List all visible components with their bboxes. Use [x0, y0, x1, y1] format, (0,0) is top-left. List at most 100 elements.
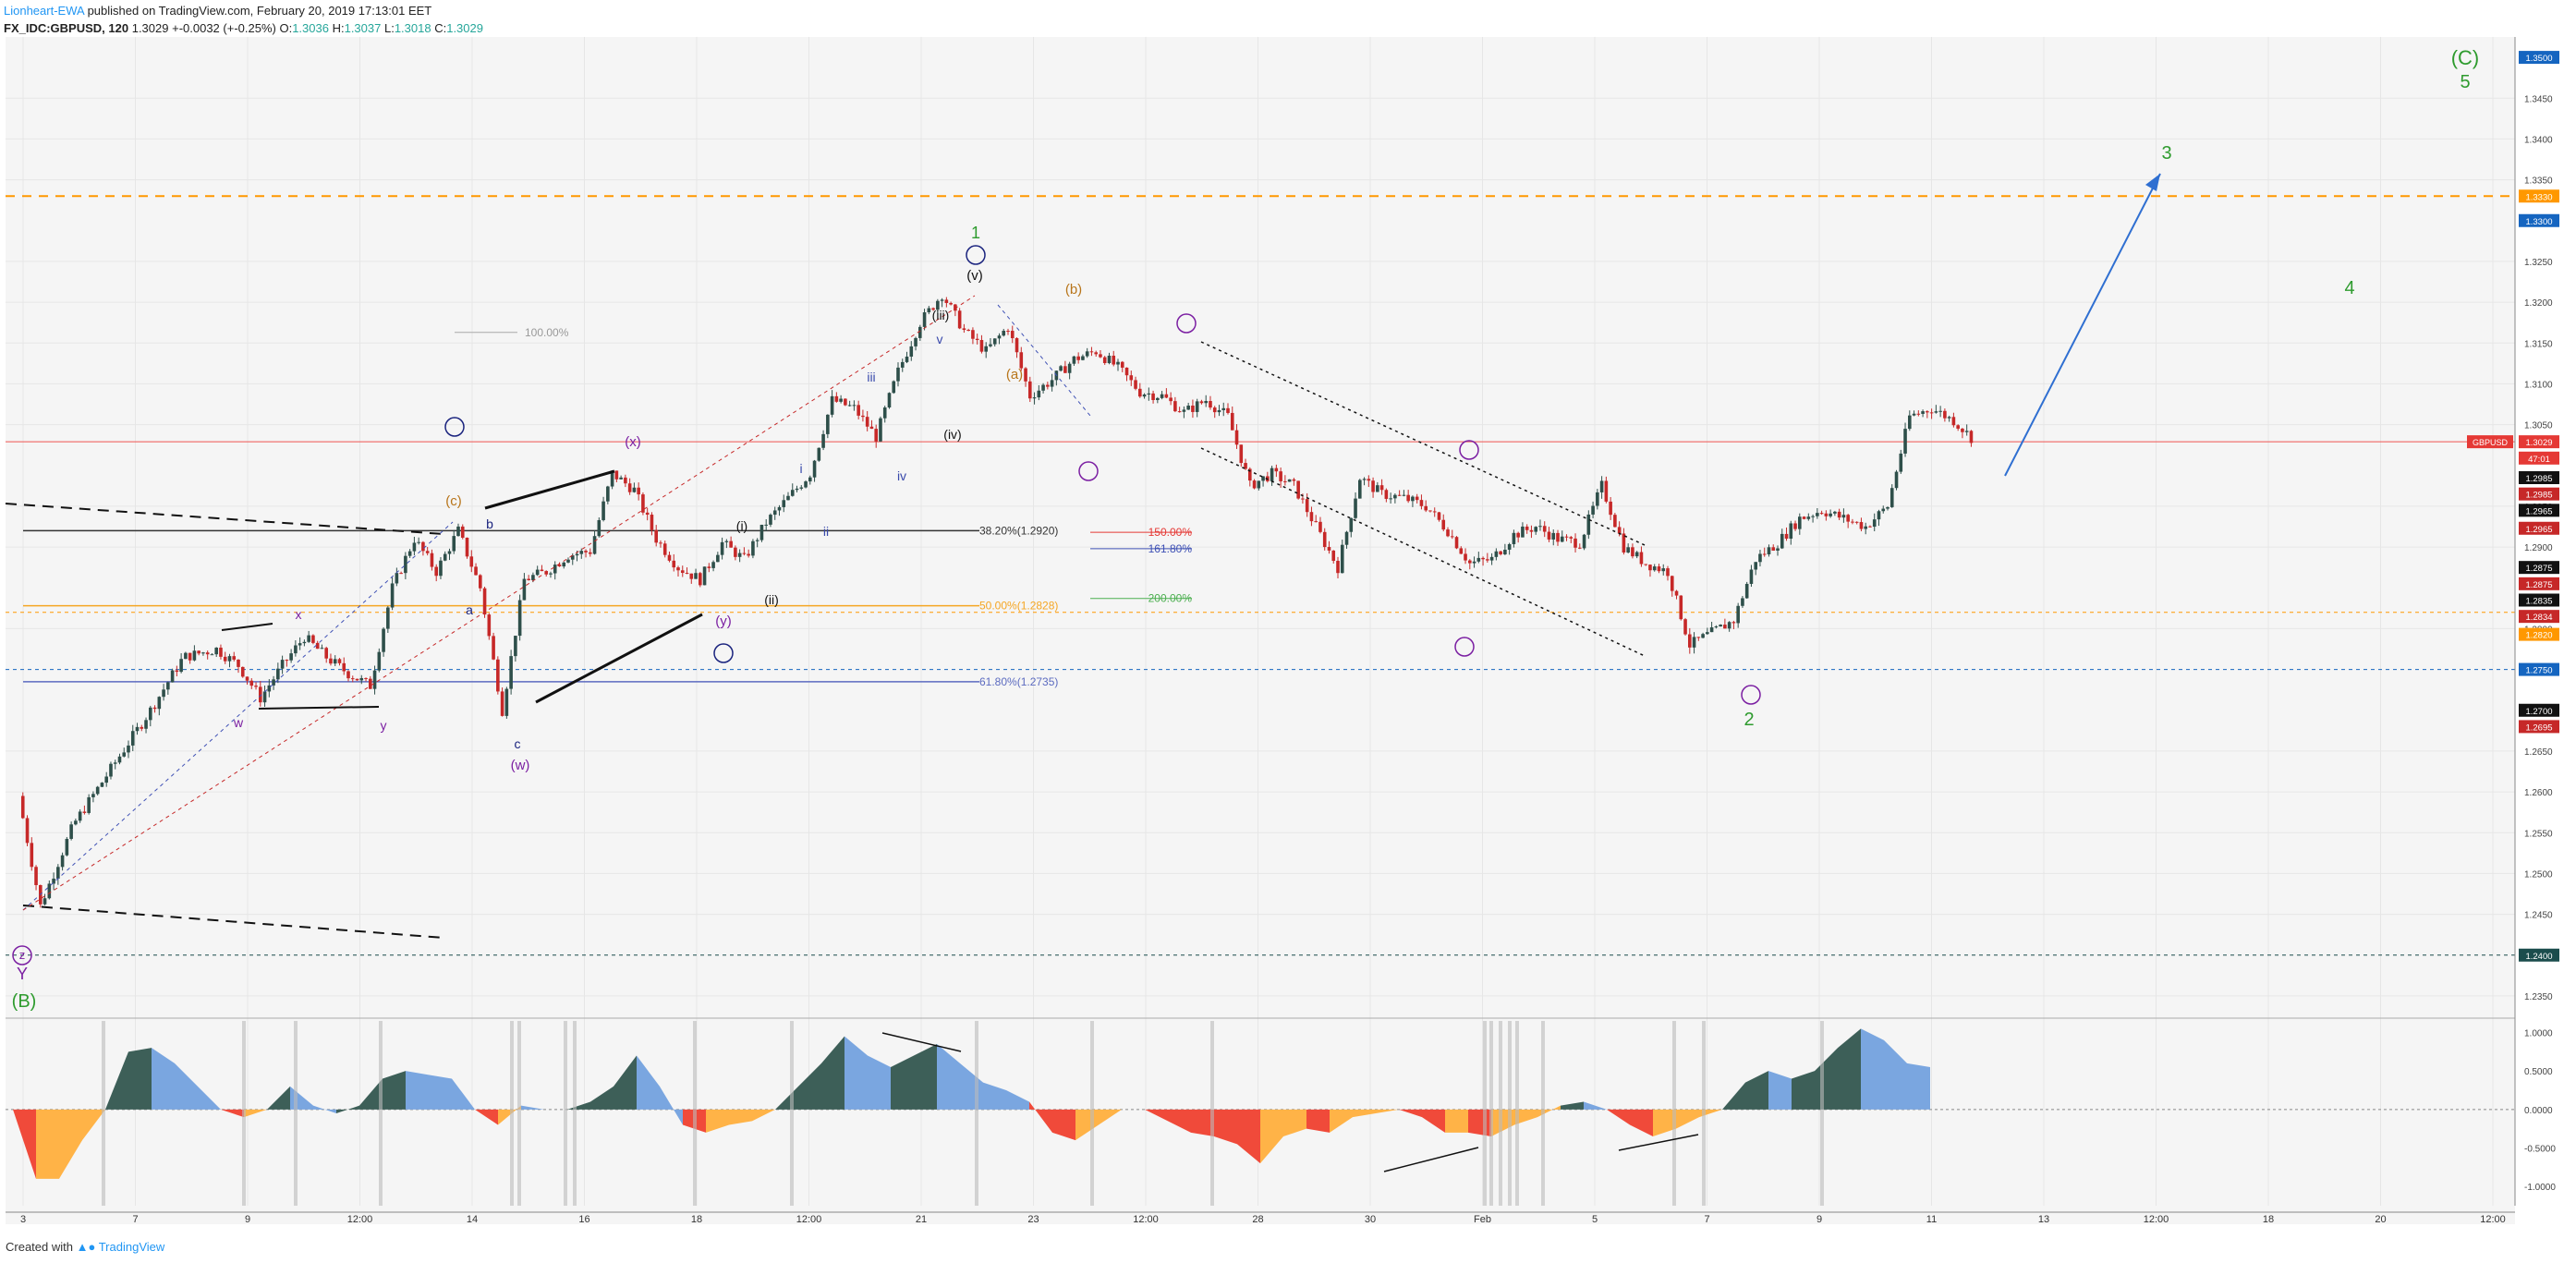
candle-body [407, 551, 412, 556]
candle-body [879, 418, 882, 442]
candle-body [109, 763, 113, 777]
candle-body [826, 414, 830, 434]
candle-body [755, 540, 759, 541]
candle-body [1379, 485, 1384, 491]
osc-segment [1514, 1109, 1537, 1125]
candle-body [1912, 413, 1916, 416]
candle-body [1916, 413, 1921, 415]
candle-body [377, 651, 382, 671]
osc-segment [1237, 1109, 1260, 1164]
candle-body [1419, 500, 1424, 506]
candle-body [1446, 529, 1450, 537]
candle-body [95, 786, 100, 795]
candle-body [355, 678, 359, 681]
candle-body [795, 488, 799, 491]
ohlc-legend: FX_IDC:GBPUSD, 120 1.3029 +-0.0032 (+-0.… [4, 19, 483, 37]
osc-marker [790, 1021, 794, 1206]
candle-body [790, 490, 795, 496]
tradingview-logo-icon: ▲● [76, 1240, 96, 1254]
candle-body [782, 500, 786, 507]
x-tick-label: 12:00 [796, 1214, 822, 1225]
candle-body [25, 818, 30, 844]
time-axis[interactable]: 3 7 9 12:00 14 16 18 12:00 21 23 12:00 28 30 Feb 5 7 9 11… [6, 1211, 2576, 1225]
candle-body [1195, 401, 1199, 412]
tradingview-link[interactable]: TradingView [98, 1240, 165, 1254]
candle-body [927, 308, 931, 313]
wave-label: ii [823, 524, 829, 539]
candle-body [589, 552, 592, 554]
osc-segment [1422, 1109, 1445, 1133]
candle-body [1393, 494, 1397, 499]
osc-segment [244, 1109, 267, 1118]
candle-body [711, 562, 715, 568]
candle-body [205, 652, 210, 655]
price-axis[interactable]: 1.3450 1.3400 1.3350 1.3250 1.3200 1.3150 1.31… [2467, 37, 2559, 1206]
wave-label: 5 [2460, 72, 2470, 92]
low-label: L: [383, 21, 395, 35]
candle-body [280, 660, 285, 669]
y-tick-label: 1.2600 [2524, 788, 2553, 798]
candle-body [78, 811, 82, 821]
candle-body [1147, 393, 1151, 395]
osc-tick-label: 1.0000 [2524, 1029, 2553, 1039]
x-tick-label: 13 [2038, 1214, 2049, 1225]
candle-body [1301, 498, 1305, 500]
candle-body [759, 524, 764, 540]
price-badge [2519, 561, 2559, 575]
candle-body [1666, 568, 1670, 577]
chart-grid [6, 37, 2515, 1206]
osc-segment [383, 1071, 406, 1110]
wave-label: c [515, 736, 521, 751]
candle-body [1261, 476, 1265, 481]
osc-marker [379, 1021, 383, 1206]
line-a [221, 623, 273, 631]
candle-body [434, 566, 438, 577]
x-tick-label: Feb [1474, 1214, 1491, 1225]
candle-body [685, 573, 689, 575]
candle-body [619, 477, 623, 480]
osc-segment [891, 1055, 914, 1110]
osc-segment [152, 1048, 175, 1110]
price-badge-text: 1.3500 [2525, 54, 2552, 64]
candle-body [1217, 409, 1221, 413]
candle-body [540, 569, 544, 572]
candle-body [1767, 547, 1771, 555]
candle-body [1437, 512, 1441, 520]
candle-body [645, 512, 650, 516]
osc-marker [975, 1021, 978, 1206]
created-with-text: Created with [6, 1240, 73, 1254]
candle-body [1270, 468, 1274, 481]
price-badge [2519, 521, 2559, 535]
candle-body [1776, 548, 1780, 551]
candle-body [1450, 536, 1454, 538]
candle-body [957, 310, 962, 329]
candle-body [52, 878, 55, 884]
wave-circle [713, 643, 734, 663]
candle-body [1160, 394, 1164, 398]
osc-segment [59, 1109, 82, 1179]
author-link[interactable]: Lionheart-EWA [4, 4, 84, 18]
candle-body [1806, 516, 1811, 519]
osc-segment [706, 1109, 729, 1133]
price-badge-text: 1.3330 [2525, 192, 2552, 202]
candle-body [1679, 595, 1683, 620]
candle-body [1802, 516, 1806, 519]
wave-label: 3 [2161, 143, 2171, 164]
fib-label: 38.20%(1.2920) [979, 524, 1058, 537]
candlestick-series [20, 297, 1974, 908]
osc-segment [1722, 1082, 1745, 1110]
candle-body [500, 691, 504, 716]
osc-segment [1376, 1109, 1399, 1113]
osc-marker [1515, 1021, 1519, 1206]
candle-body [1811, 516, 1815, 517]
osc-segment [1283, 1109, 1306, 1136]
candle-body [1582, 534, 1586, 549]
candle-body [1719, 625, 1722, 627]
y-tick-label: 1.2550 [2524, 829, 2553, 839]
candle-body [557, 565, 562, 567]
chart-background [6, 37, 2515, 1224]
candle-body [1889, 488, 1894, 507]
candle-body [1367, 479, 1371, 481]
candle-body [1709, 627, 1714, 633]
